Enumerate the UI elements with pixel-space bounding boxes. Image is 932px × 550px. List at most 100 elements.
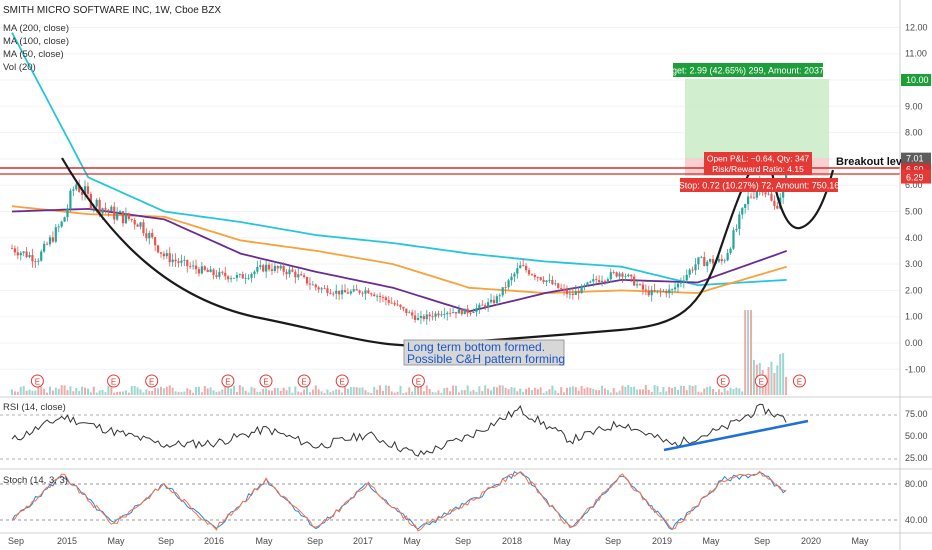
volume-bar <box>335 389 338 395</box>
candle-body <box>606 279 609 281</box>
candle-body <box>98 199 101 214</box>
axes: 12.0011.0010.009.008.007.006.005.004.003… <box>8 22 931 546</box>
volume-bar <box>268 390 271 395</box>
volume-bar <box>92 386 95 395</box>
candle-body <box>40 251 43 261</box>
note-box[interactable] <box>403 339 565 366</box>
earnings-marker[interactable] <box>30 374 44 388</box>
volume-bar <box>776 365 779 395</box>
candle-body <box>16 252 19 256</box>
candle-body <box>510 276 513 281</box>
volume-bar <box>107 385 110 395</box>
volume-bar <box>735 387 738 395</box>
legend-ma100[interactable]: MA (100, close) <box>3 36 69 47</box>
candle-body <box>48 237 52 245</box>
candle-body <box>25 251 28 258</box>
earnings-marker[interactable] <box>716 374 730 388</box>
candle-body <box>110 206 113 212</box>
candle-body <box>256 267 259 272</box>
legend-ma200[interactable]: MA (200, close) <box>3 23 69 34</box>
stoch-pane[interactable] <box>0 469 900 533</box>
volume-bar <box>387 385 390 395</box>
volume-bar <box>522 391 525 395</box>
price-tick-label: 12.00 <box>905 22 928 32</box>
volume-bar <box>399 385 402 395</box>
volume-bar <box>168 385 171 395</box>
price-tick-label: -1.00 <box>905 364 926 374</box>
candle-body <box>194 265 198 270</box>
candle-body <box>498 295 501 297</box>
volume-bar <box>341 392 344 395</box>
candle-body <box>352 289 355 292</box>
candle-body <box>364 290 367 294</box>
volume-bar <box>507 389 510 395</box>
volume-bar <box>22 386 25 395</box>
candle-body <box>592 279 595 282</box>
candle-body <box>192 265 195 267</box>
candle-body <box>405 308 408 314</box>
price-tick-label: 4.00 <box>905 233 923 243</box>
volume-bar <box>446 387 449 395</box>
volume-bar <box>732 388 735 395</box>
time-tick-label: 2018 <box>502 536 522 546</box>
volume-bar <box>498 385 501 395</box>
rsi-trendline[interactable] <box>663 419 809 452</box>
earnings-marker[interactable] <box>754 374 768 388</box>
candle-body <box>113 206 116 220</box>
legend-ma50[interactable]: MA (50, close) <box>3 49 64 60</box>
volume-bar <box>519 388 522 395</box>
candle-body <box>711 259 715 264</box>
candle-body <box>28 254 31 258</box>
time-tick-label: Sep <box>307 536 323 546</box>
rsi-label[interactable]: RSI (14, close) <box>3 402 66 413</box>
candle-body <box>270 269 274 271</box>
volume-bar <box>262 388 265 395</box>
volume-bar <box>431 392 434 395</box>
volume-bar <box>157 388 160 395</box>
volume-bar <box>352 387 355 395</box>
volume-bar <box>121 391 124 395</box>
volume-bar <box>563 392 566 395</box>
candle-body <box>577 291 580 294</box>
candle-body <box>165 253 168 257</box>
volume-bar <box>457 392 460 395</box>
earnings-marker-label: E <box>759 378 764 387</box>
candle-body <box>688 269 691 275</box>
volume-bar <box>31 390 34 395</box>
rsi-pane[interactable] <box>0 397 900 469</box>
volume-bar <box>709 386 712 395</box>
earnings-marker[interactable] <box>297 374 311 388</box>
earnings-marker[interactable] <box>259 374 273 388</box>
earnings-marker[interactable] <box>107 374 121 388</box>
candle-body <box>156 245 160 253</box>
earnings-marker[interactable] <box>221 374 235 388</box>
stop-label: Stop: 0.72 (10.27%) 72, Amount: 750.16 <box>679 181 840 191</box>
time-tick-label: 2017 <box>353 536 373 546</box>
volume-bar <box>741 391 744 395</box>
earnings-marker[interactable] <box>145 374 159 388</box>
earnings-marker[interactable] <box>411 374 425 388</box>
legend-volume[interactable]: Vol (20) <box>3 62 36 73</box>
earnings-marker[interactable] <box>335 374 349 388</box>
candle-body <box>22 251 25 253</box>
volume-bar <box>332 390 335 395</box>
volume-bar <box>247 392 250 395</box>
candle-body <box>116 212 119 220</box>
candle-body <box>644 289 647 291</box>
candle-body <box>305 277 309 284</box>
volume-bar <box>697 391 700 395</box>
volume-bar <box>744 310 747 395</box>
candle-body <box>121 211 125 224</box>
volume-bar <box>484 385 487 395</box>
volume-bar <box>443 388 446 395</box>
time-tick-label: 2019 <box>652 536 672 546</box>
breakout-label: Breakout level <box>836 156 911 168</box>
stoch-label[interactable]: Stoch (14, 3, 3) <box>3 475 68 486</box>
candle-body <box>273 266 276 271</box>
earnings-marker[interactable] <box>792 374 806 388</box>
volume-bar <box>685 390 688 395</box>
volume-bar <box>227 385 230 395</box>
candle-body <box>691 269 694 271</box>
candle-body <box>253 271 256 274</box>
